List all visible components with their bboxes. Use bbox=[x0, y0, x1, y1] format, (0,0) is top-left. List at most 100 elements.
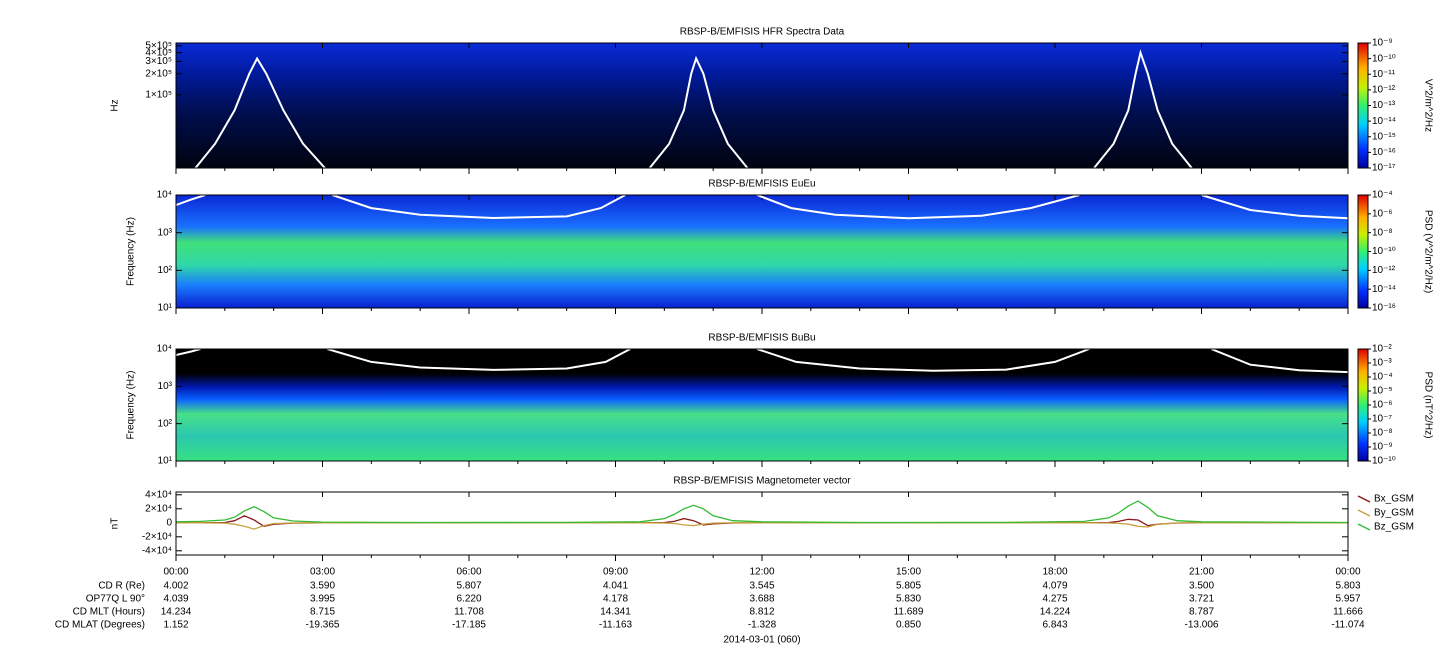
y-tick-label: 10⁴ bbox=[157, 190, 172, 201]
ephemeris-value: 5.807 bbox=[456, 581, 481, 592]
panel-title: RBSP-B/EMFISIS BuBu bbox=[708, 333, 815, 344]
frame bbox=[175, 348, 1349, 462]
colorbar-tick-label: 10⁻¹⁴ bbox=[1372, 116, 1396, 127]
ephemeris-value: 4.041 bbox=[603, 581, 628, 592]
y-tick-label: -2×10⁴ bbox=[142, 531, 172, 542]
ephemeris-value: 3.995 bbox=[310, 594, 335, 605]
legend-label: Bx_GSM bbox=[1374, 494, 1414, 505]
colorbar bbox=[1357, 42, 1369, 169]
ephemeris-value: 5.803 bbox=[1335, 581, 1360, 592]
date-label: 2014-03-01 (060) bbox=[723, 635, 800, 646]
ephemeris-value: 6.220 bbox=[456, 594, 481, 605]
y-tick-label: 1×10⁵ bbox=[145, 89, 172, 100]
ephemeris-value: -19.365 bbox=[306, 620, 340, 631]
colorbar-tick-label: 10⁻⁵ bbox=[1372, 386, 1393, 397]
ephemeris-value: 14.341 bbox=[600, 607, 631, 618]
colorbar-tick-label: 10⁻⁴ bbox=[1372, 372, 1393, 383]
y-tick-label: 10³ bbox=[158, 381, 173, 392]
ephemeris-value: 11.689 bbox=[894, 607, 924, 618]
x-tick-label: 03:00 bbox=[310, 567, 335, 578]
colorbar-label: V^2/m^2/Hz bbox=[1422, 79, 1433, 132]
ephemeris-value: 4.275 bbox=[1042, 594, 1067, 605]
frame bbox=[175, 194, 1349, 309]
y-axis-label: Frequency (Hz) bbox=[126, 217, 137, 286]
y-tick-label: 2×10⁴ bbox=[145, 503, 172, 514]
ephemeris-value: 8.812 bbox=[749, 607, 774, 618]
series-line bbox=[176, 522, 1348, 530]
colorbar bbox=[1357, 194, 1369, 309]
y-tick-label: -4×10⁴ bbox=[142, 545, 172, 556]
y-tick-label: 0 bbox=[166, 517, 172, 528]
y-tick-label: 10¹ bbox=[158, 303, 173, 314]
legend-swatch bbox=[1357, 495, 1371, 503]
ephemeris-value: 0.850 bbox=[896, 620, 921, 631]
colorbar-tick-label: 10⁻¹⁴ bbox=[1372, 284, 1396, 295]
ephemeris-value: 1.152 bbox=[163, 620, 188, 631]
colorbar-tick-label: 10⁻¹⁶ bbox=[1372, 303, 1396, 314]
ephemeris-value: 5.957 bbox=[1335, 594, 1360, 605]
y-tick-label: 10² bbox=[158, 418, 173, 429]
frame bbox=[175, 491, 1349, 556]
x-tick-label: 09:00 bbox=[603, 567, 628, 578]
ephemeris-value: 5.830 bbox=[896, 594, 921, 605]
ephemeris-value: 8.715 bbox=[310, 607, 335, 618]
y-tick-label: 10¹ bbox=[158, 456, 173, 467]
panel-title: RBSP-B/EMFISIS EuEu bbox=[708, 179, 815, 190]
y-axis-label: Frequency (Hz) bbox=[126, 371, 137, 440]
x-tick-label: 12:00 bbox=[749, 567, 774, 578]
frequency-curve bbox=[194, 49, 1193, 168]
spectrogram-image bbox=[176, 349, 1348, 461]
x-tick-label: 00:00 bbox=[1335, 567, 1360, 578]
colorbar-tick-label: 10⁻¹⁶ bbox=[1372, 147, 1396, 158]
ephemeris-value: 6.843 bbox=[1042, 620, 1067, 631]
spectrogram-image bbox=[176, 43, 1348, 168]
ephemeris-value: 14.224 bbox=[1040, 607, 1071, 618]
ephemeris-value: 4.178 bbox=[603, 594, 628, 605]
y-tick-label: 10² bbox=[158, 265, 173, 276]
spectrogram-image bbox=[176, 195, 1348, 308]
legend-swatch bbox=[1357, 509, 1371, 517]
y-axis-label: Hz bbox=[110, 99, 121, 111]
x-tick-label: 21:00 bbox=[1189, 567, 1214, 578]
frequency-curve bbox=[176, 195, 1348, 220]
ephemeris-value: -11.163 bbox=[599, 620, 633, 631]
colorbar-tick-label: 10⁻⁹ bbox=[1372, 442, 1393, 453]
ephemeris-label: CD MLAT (Degrees) bbox=[55, 620, 145, 631]
ephemeris-value: 4.039 bbox=[163, 594, 188, 605]
legend-label: Bz_GSM bbox=[1374, 522, 1414, 533]
colorbar-label: PSD (nT^2/Hz) bbox=[1422, 372, 1433, 439]
ephemeris-value: 14.234 bbox=[161, 607, 192, 618]
series-line bbox=[176, 515, 1348, 527]
ephemeris-value: 3.688 bbox=[749, 594, 774, 605]
colorbar-tick-label: 10⁻¹⁵ bbox=[1372, 131, 1396, 142]
ephemeris-label: CD MLT (Hours) bbox=[73, 607, 145, 618]
x-tick-label: 15:00 bbox=[896, 567, 921, 578]
ephemeris-value: -13.006 bbox=[1185, 620, 1219, 631]
colorbar-tick-label: 10⁻⁷ bbox=[1372, 414, 1392, 425]
legend-label: By_GSM bbox=[1374, 508, 1414, 519]
x-tick-label: 00:00 bbox=[163, 567, 188, 578]
colorbar-tick-label: 10⁻⁸ bbox=[1372, 227, 1393, 238]
series-line bbox=[176, 500, 1348, 524]
panel-title: RBSP-B/EMFISIS HFR Spectra Data bbox=[680, 27, 845, 38]
legend-swatch bbox=[1357, 523, 1371, 531]
colorbar-tick-label: 10⁻⁶ bbox=[1372, 208, 1393, 219]
colorbar-tick-label: 10⁻³ bbox=[1372, 358, 1392, 369]
ephemeris-value: 5.805 bbox=[896, 581, 921, 592]
ephemeris-value: 4.002 bbox=[163, 581, 188, 592]
frame bbox=[175, 42, 1349, 169]
colorbar-tick-label: 10⁻¹⁰ bbox=[1372, 456, 1396, 467]
ephemeris-value: 3.590 bbox=[310, 581, 335, 592]
colorbar-tick-label: 10⁻¹² bbox=[1372, 85, 1396, 96]
ephemeris-value: 3.721 bbox=[1189, 594, 1214, 605]
ephemeris-value: -17.185 bbox=[452, 620, 486, 631]
y-tick-label: 4×10⁴ bbox=[145, 489, 172, 500]
colorbar-tick-label: 10⁻¹² bbox=[1372, 265, 1396, 276]
colorbar-tick-label: 10⁻⁴ bbox=[1372, 190, 1393, 201]
colorbar-tick-label: 10⁻² bbox=[1372, 344, 1392, 355]
y-tick-label: 5×10⁵ bbox=[145, 41, 172, 52]
y-axis-label: nT bbox=[110, 518, 121, 530]
ephemeris-value: 11.666 bbox=[1333, 607, 1363, 618]
panel-title: RBSP-B/EMFISIS Magnetometer vector bbox=[673, 476, 851, 487]
